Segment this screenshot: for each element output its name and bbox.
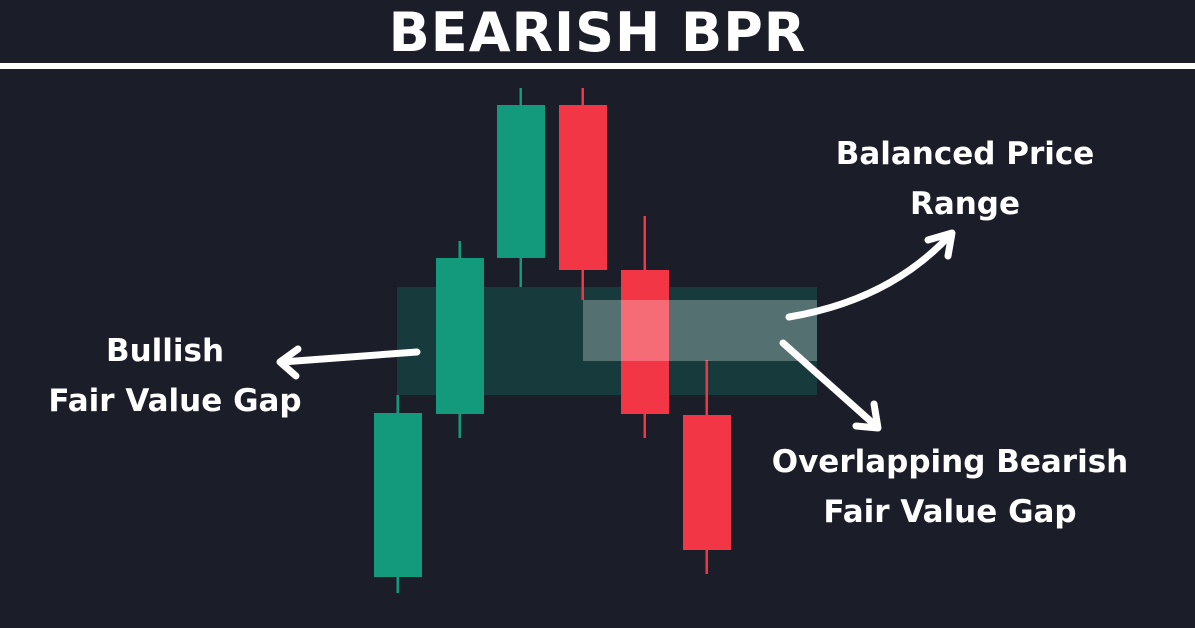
candle-bullish — [497, 88, 545, 287]
candle-body — [436, 258, 484, 414]
title-divider — [0, 63, 1195, 69]
candle-body — [559, 105, 607, 270]
bullish-fvg-label-line2: Fair Value Gap — [48, 383, 302, 419]
arrow-to-bullish-fvg-label — [276, 345, 421, 380]
candle-bearish — [621, 216, 669, 438]
bpr-label-line2: Range — [909, 186, 1021, 222]
bearish-fvg-label: Overlapping Bearish Fair Value Gap — [740, 437, 1160, 537]
candle-bearish — [683, 360, 731, 574]
candle-bearish — [559, 88, 607, 300]
bearish-fvg-label-line1: Overlapping Bearish — [771, 444, 1129, 480]
candle-bullish — [374, 395, 422, 593]
bpr-overlap-zone — [583, 300, 817, 361]
candle-body — [497, 105, 545, 258]
candle-body — [621, 270, 669, 414]
arrow-to-bpr-label — [785, 229, 956, 321]
arrow-to-bearish-fvg-label — [779, 339, 882, 432]
candle-body — [374, 413, 422, 577]
bpr-label-line1: Balanced Price — [835, 136, 1095, 172]
candle-body — [683, 415, 731, 550]
candle-bullish — [436, 241, 484, 438]
bullish-fvg-label: Bullish Fair Value Gap — [20, 326, 330, 426]
bpr-label: Balanced Price Range — [800, 129, 1130, 229]
page-title: BEARISH BPR — [388, 1, 807, 64]
bearish-fvg-label-line2: Fair Value Gap — [823, 494, 1077, 530]
bullish-fvg-label-line1: Bullish — [105, 333, 225, 369]
